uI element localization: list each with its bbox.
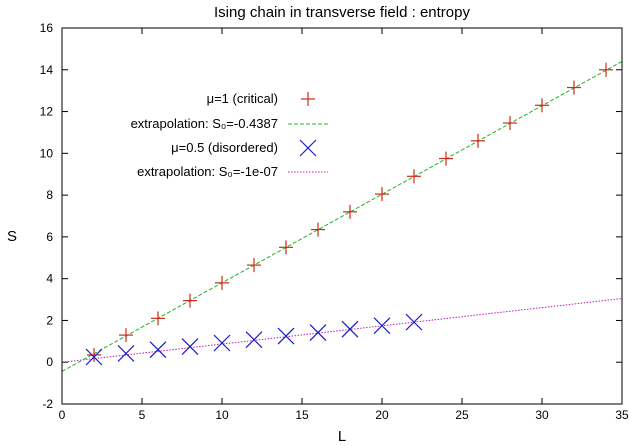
data-series — [61, 60, 623, 372]
x-tick-label: 35 — [615, 408, 629, 422]
data-point — [183, 293, 197, 308]
x-tick-label: 30 — [535, 408, 549, 422]
legend-label: extrapolation: S₀=-1e-07 — [137, 164, 278, 179]
y-axis-label: S — [7, 228, 17, 245]
data-point — [407, 169, 421, 184]
legend-label: μ=0.5 (disordered) — [171, 140, 278, 155]
data-point — [85, 348, 103, 366]
y-tick-label: 2 — [46, 313, 53, 327]
x-tick-label: 20 — [375, 408, 389, 422]
data-point — [277, 327, 295, 345]
data-point — [439, 151, 453, 166]
fit-line — [61, 298, 623, 363]
data-point — [279, 240, 293, 255]
plot-frame — [61, 27, 623, 405]
data-point — [215, 275, 229, 290]
data-point — [343, 204, 357, 219]
data-point — [503, 116, 517, 131]
data-point — [213, 334, 231, 352]
y-tick-label: -2 — [42, 397, 53, 411]
data-point — [535, 98, 549, 113]
legend-label: extrapolation: S₀=-0.4387 — [131, 116, 278, 131]
y-tick-label: 14 — [40, 63, 54, 77]
data-point — [311, 222, 325, 237]
data-point — [149, 341, 167, 359]
data-point — [87, 347, 101, 362]
y-tick-label: 6 — [46, 230, 53, 244]
data-point — [341, 320, 359, 338]
x-tick-label: 10 — [215, 408, 229, 422]
legend: μ=1 (critical) extrapolation: S₀=-0.4387 μ… — [131, 91, 328, 179]
y-tick-label: 12 — [40, 105, 54, 119]
axis-ticks: 0 5 10 15 20 25 30 35 -2 0 2 4 6 8 10 12 14 16 — [40, 21, 629, 422]
x-tick-label: 25 — [455, 408, 469, 422]
legend-marker-sample — [301, 92, 315, 106]
legend-marker-sample — [299, 139, 317, 157]
data-point — [309, 324, 327, 341]
y-tick-label: 4 — [46, 272, 53, 286]
y-tick-label: 8 — [46, 188, 53, 202]
data-point — [567, 80, 581, 95]
data-point — [375, 187, 389, 202]
data-point — [405, 313, 423, 331]
x-tick-label: 0 — [59, 408, 66, 422]
data-point — [151, 311, 165, 326]
data-point — [245, 331, 263, 349]
chart-title: Ising chain in transverse field : entrop… — [214, 4, 470, 21]
x-tick-label: 5 — [139, 408, 146, 422]
data-point — [117, 345, 135, 362]
x-tick-label: 15 — [295, 408, 309, 422]
legend-label: μ=1 (critical) — [207, 91, 278, 106]
x-axis-label: L — [338, 428, 346, 445]
y-tick-label: 0 — [46, 355, 53, 369]
data-point — [119, 328, 133, 343]
y-tick-label: 16 — [40, 21, 54, 35]
data-point — [373, 317, 391, 335]
data-point — [181, 338, 199, 355]
fit-line — [61, 60, 623, 372]
data-point — [471, 133, 485, 148]
data-point — [247, 258, 261, 273]
y-tick-label: 10 — [40, 146, 54, 160]
data-point — [599, 62, 613, 77]
